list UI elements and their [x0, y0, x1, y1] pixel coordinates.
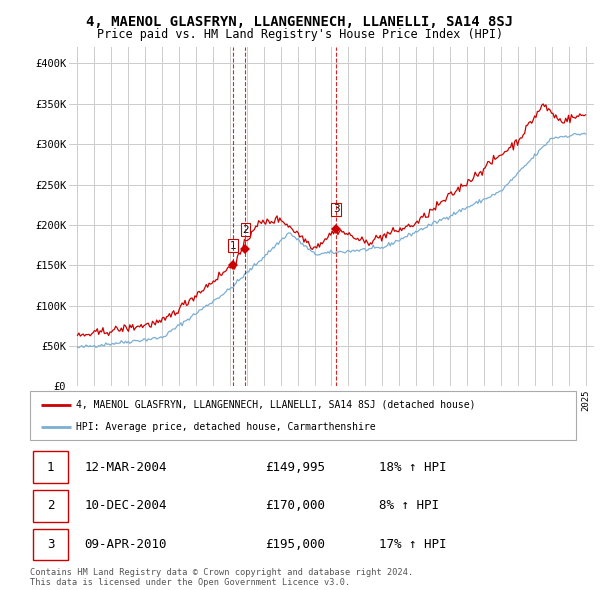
FancyBboxPatch shape	[33, 490, 68, 522]
Text: 10-DEC-2004: 10-DEC-2004	[85, 499, 167, 513]
Text: 4, MAENOL GLASFRYN, LLANGENNECH, LLANELLI, SA14 8SJ (detached house): 4, MAENOL GLASFRYN, LLANGENNECH, LLANELL…	[76, 399, 476, 409]
Text: 1: 1	[47, 461, 54, 474]
Text: £195,000: £195,000	[265, 538, 325, 551]
Text: 4, MAENOL GLASFRYN, LLANGENNECH, LLANELLI, SA14 8SJ: 4, MAENOL GLASFRYN, LLANGENNECH, LLANELL…	[86, 15, 514, 29]
Text: £170,000: £170,000	[265, 499, 325, 513]
Text: 09-APR-2010: 09-APR-2010	[85, 538, 167, 551]
Text: 3: 3	[47, 538, 54, 551]
Text: 2: 2	[242, 225, 249, 235]
FancyBboxPatch shape	[30, 391, 576, 440]
FancyBboxPatch shape	[33, 451, 68, 483]
Text: This data is licensed under the Open Government Licence v3.0.: This data is licensed under the Open Gov…	[30, 578, 350, 587]
Text: 17% ↑ HPI: 17% ↑ HPI	[379, 538, 447, 551]
Text: 3: 3	[333, 204, 340, 214]
Text: Contains HM Land Registry data © Crown copyright and database right 2024.: Contains HM Land Registry data © Crown c…	[30, 568, 413, 576]
Text: Price paid vs. HM Land Registry's House Price Index (HPI): Price paid vs. HM Land Registry's House …	[97, 28, 503, 41]
Text: £149,995: £149,995	[265, 461, 325, 474]
Text: 2: 2	[47, 499, 54, 513]
Text: HPI: Average price, detached house, Carmarthenshire: HPI: Average price, detached house, Carm…	[76, 422, 376, 432]
Text: 18% ↑ HPI: 18% ↑ HPI	[379, 461, 447, 474]
FancyBboxPatch shape	[33, 529, 68, 560]
Text: 12-MAR-2004: 12-MAR-2004	[85, 461, 167, 474]
Text: 1: 1	[230, 241, 236, 251]
Text: 8% ↑ HPI: 8% ↑ HPI	[379, 499, 439, 513]
